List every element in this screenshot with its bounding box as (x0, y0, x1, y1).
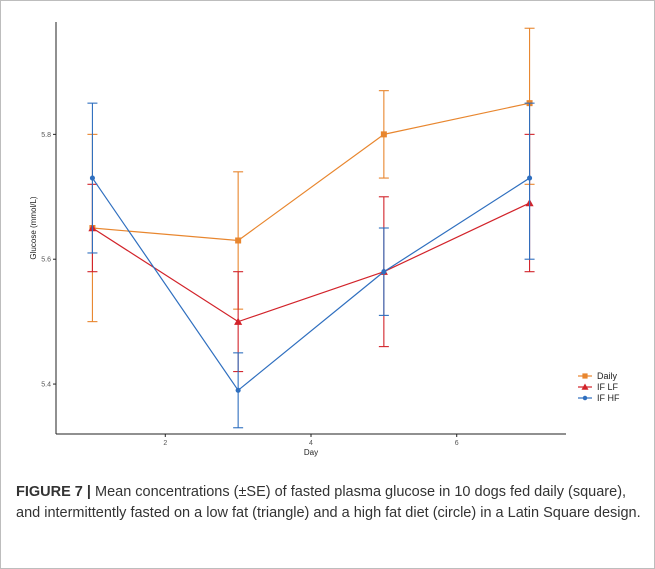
line-chart: 2 4 65.45.65.8 Glucose (mmol/L) Day DailyI… (29, 22, 620, 457)
chart-axes (55, 22, 566, 435)
data-point-if-hf (527, 175, 533, 181)
axis-ticks: 2 4 6 5.4 5.6 5.8 (41, 132, 458, 447)
figure-label: FIGURE 7 | (16, 484, 91, 500)
legend-marker (582, 373, 588, 379)
data-point-daily (235, 237, 242, 244)
x-tick-label: 4 (309, 440, 313, 447)
data-point-if-hf (235, 387, 241, 393)
data-point-if-hf (381, 269, 387, 275)
y-tick-label: 5.6 (41, 257, 51, 264)
data-point-daily (380, 131, 387, 138)
x-tick-label: 2 (163, 440, 167, 447)
legend-marker (581, 383, 589, 390)
legend-item-if-lf: IF LF (578, 382, 619, 392)
figure-caption: FIGURE 7 | Mean concentrations (±SE) of … (16, 482, 642, 524)
legend-label: Daily (597, 371, 618, 381)
y-axis-title: Glucose (mmol/L) (29, 196, 38, 259)
x-tick-label: 6 (455, 440, 459, 447)
legend-item-if-hf: IF HF (578, 393, 620, 403)
legend-item-daily: Daily (578, 371, 618, 381)
series-if-lf (87, 133, 535, 373)
series-daily (87, 27, 535, 323)
series-if-hf (87, 102, 535, 429)
legend-marker (582, 395, 588, 401)
legend-label: IF LF (597, 382, 619, 392)
series-line-if-hf (91, 177, 530, 392)
series-line-if-lf (92, 202, 530, 323)
legend-label: IF HF (597, 393, 620, 403)
series-line-daily (92, 102, 530, 242)
plot-series (87, 27, 535, 429)
caption-text: Mean concentrations (±SE) of fasted plas… (16, 484, 641, 521)
x-axis-title: Day (304, 448, 318, 457)
y-tick-label: 5.8 (41, 132, 51, 139)
data-point-if-hf (89, 175, 95, 181)
data-point-if-lf (234, 317, 243, 325)
y-tick-label: 5.4 (41, 382, 51, 389)
